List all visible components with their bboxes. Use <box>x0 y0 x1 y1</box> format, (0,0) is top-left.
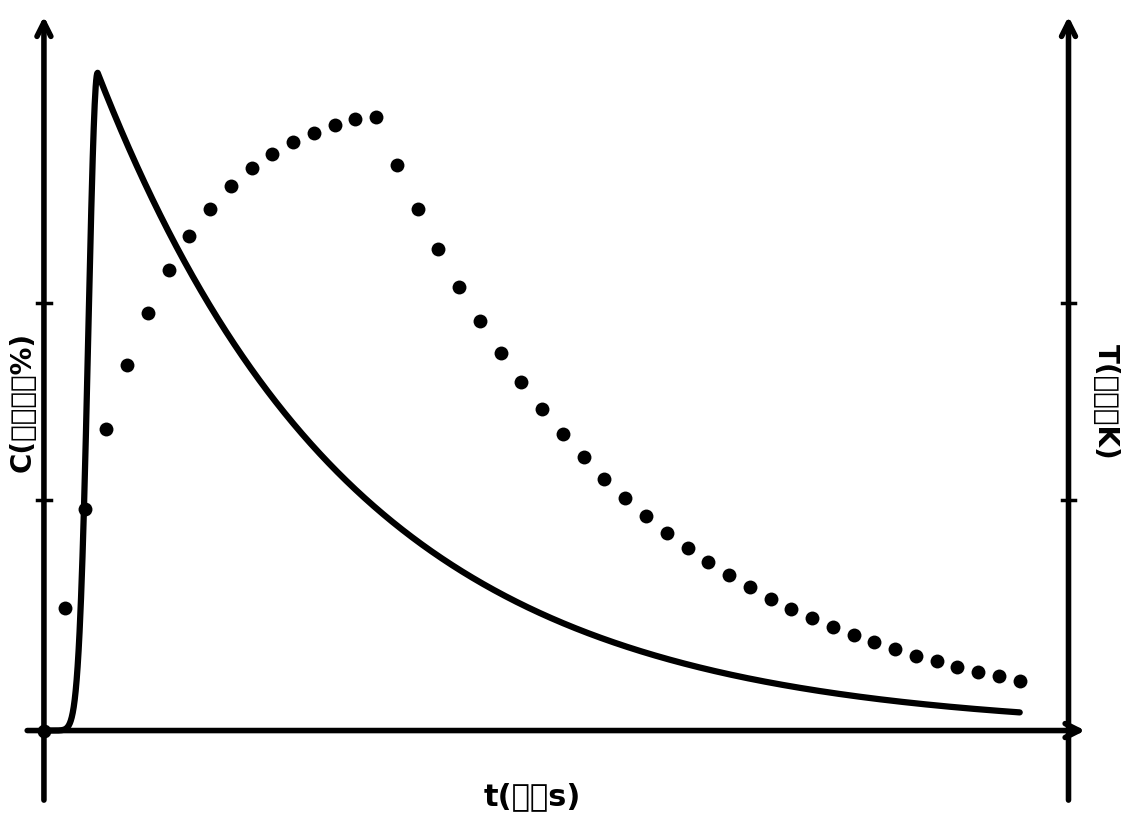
Point <box>969 665 987 678</box>
Point <box>533 402 551 416</box>
Point <box>845 629 863 642</box>
Point <box>305 126 323 139</box>
Point <box>720 569 738 582</box>
Point <box>990 670 1008 683</box>
Point <box>325 119 343 132</box>
Point <box>160 264 178 277</box>
Point <box>554 428 572 441</box>
Point <box>222 180 240 193</box>
Point <box>865 636 883 649</box>
Point <box>575 451 593 464</box>
Point <box>803 611 821 625</box>
Text: T(升温度K): T(升温度K) <box>1091 344 1119 459</box>
Point <box>658 526 676 539</box>
Point <box>35 724 53 737</box>
Point <box>741 581 759 594</box>
Point <box>907 649 925 663</box>
Point <box>388 158 406 171</box>
Point <box>471 314 489 328</box>
Point <box>118 358 136 371</box>
Text: C(氢气浓度%): C(氢气浓度%) <box>9 332 36 472</box>
Point <box>263 147 281 160</box>
Point <box>346 112 364 125</box>
Point <box>928 655 946 668</box>
Point <box>782 602 800 616</box>
Point <box>513 376 531 389</box>
Point <box>430 243 448 256</box>
Point <box>492 346 510 360</box>
Point <box>616 491 634 504</box>
Point <box>97 423 115 436</box>
Point <box>762 592 780 605</box>
Point <box>678 542 696 555</box>
Point <box>243 162 261 175</box>
Point <box>180 230 198 243</box>
Point <box>138 306 156 319</box>
Point <box>637 509 655 523</box>
Point <box>56 602 74 615</box>
Point <box>824 621 842 634</box>
Point <box>1010 674 1028 687</box>
Point <box>201 202 219 216</box>
Point <box>595 472 613 485</box>
Text: t(时间s): t(时间s) <box>483 782 580 811</box>
Point <box>367 110 385 123</box>
Point <box>450 280 468 293</box>
Point <box>76 503 94 516</box>
Point <box>700 556 718 569</box>
Point <box>948 660 966 673</box>
Point <box>285 136 303 149</box>
Point <box>886 643 904 656</box>
Point <box>408 202 426 216</box>
